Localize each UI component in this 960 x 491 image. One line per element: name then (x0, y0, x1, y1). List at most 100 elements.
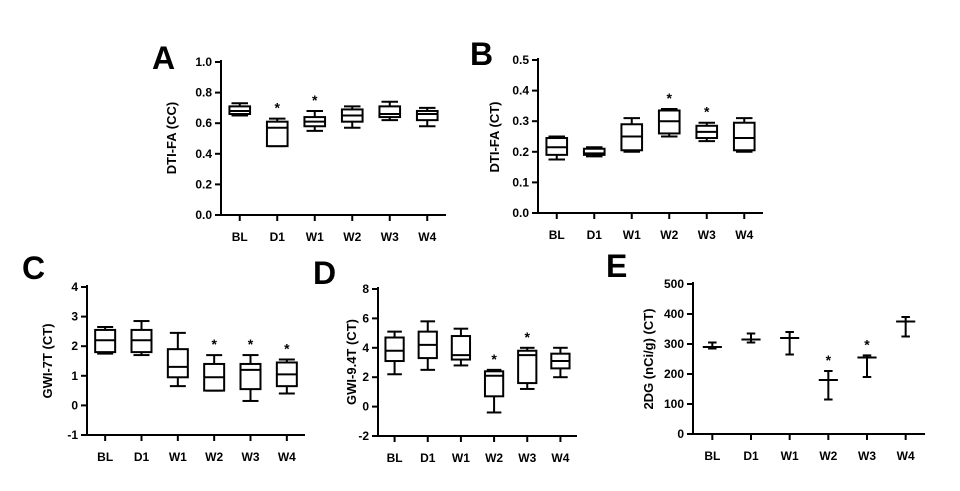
y-tick-label: 100 (664, 397, 684, 411)
y-tick-label: 0.6 (195, 116, 212, 130)
box-w4 (415, 106, 439, 128)
y-tick-label: 0 (71, 398, 78, 412)
box-iqr (384, 336, 405, 363)
box-bl (384, 330, 405, 376)
box-w2: * (657, 90, 681, 138)
errorbar-w4 (896, 316, 916, 338)
significance-star: * (525, 329, 531, 345)
y-tick-label: 0.5 (512, 53, 529, 67)
box-bl (228, 102, 252, 117)
chart-panel-b: 0.0 0.1 0.2 0.3 0.4 0.5 BL D1 W1 W2 W3 W4 DTI-FA (CT… (487, 53, 763, 242)
x-tick-label: W3 (698, 228, 716, 242)
significance-star: * (667, 90, 673, 106)
chart-panel-e: 0 100 200 300 400 500 BL D1 W1 W2 W3 W4 2DG (nCi/g) … (641, 277, 925, 463)
significance-star: * (864, 336, 870, 352)
x-tick-label: W2 (660, 228, 678, 242)
x-tick-label: BL (704, 449, 720, 463)
y-tick-label: 3 (71, 310, 78, 324)
x-tick-label: W1 (781, 449, 799, 463)
y-tick-label: 0.2 (512, 145, 529, 159)
x-tick-label: D1 (134, 450, 150, 464)
box-w4: * (275, 341, 298, 395)
y-axis-title: 2DG (nCi/g) (CT) (641, 308, 656, 409)
y-tick-label: 0.1 (512, 175, 529, 189)
significance-star: * (275, 100, 281, 116)
y-axis-title: GWI-7T (CT) (40, 323, 55, 398)
box-iqr (732, 121, 756, 152)
y-tick-label: 4 (71, 280, 78, 294)
significance-star: * (211, 336, 217, 352)
box-iqr (450, 335, 472, 361)
significance-star: * (704, 104, 710, 120)
y-tick-label: 0 (362, 400, 369, 414)
panel-label-b: B (470, 36, 494, 72)
y-tick-label: -2 (358, 429, 369, 443)
box-w3: * (517, 329, 538, 390)
box-bl (545, 135, 569, 161)
y-tick-label: 0.3 (512, 114, 529, 128)
x-tick-label: W1 (623, 228, 641, 242)
x-tick-label: W2 (205, 450, 223, 464)
y-tick-label: 300 (664, 337, 684, 351)
errorbar-w2: * (818, 352, 838, 401)
box-iqr (483, 370, 505, 398)
y-tick-label: 1 (71, 369, 78, 383)
y-axis-title: DTI-FA (CC) (164, 102, 179, 174)
y-axis-title: DTI-FA (CT) (487, 102, 502, 173)
x-tick-label: W4 (551, 451, 569, 465)
y-tick-label: 500 (664, 277, 684, 291)
significance-star: * (826, 352, 832, 368)
x-tick-label: D1 (587, 228, 603, 242)
box-d1 (130, 320, 153, 357)
x-tick-label: W4 (897, 449, 915, 463)
panel-label-e: E (606, 248, 628, 284)
chart-panel-d: -2 0 2 4 6 8 BL D1 W1 W2 W3 W4 GWI-9.4T (CT) * * (344, 282, 577, 465)
panel-label-c: C (22, 250, 46, 286)
panel-label-d: D (313, 255, 337, 291)
x-tick-label: W3 (518, 451, 536, 465)
y-tick-label: -1 (67, 428, 78, 442)
y-tick-label: 400 (664, 307, 684, 321)
box-iqr (415, 109, 439, 122)
box-bl (94, 325, 117, 355)
box-iqr (582, 147, 606, 156)
x-tick-label: W2 (343, 230, 361, 244)
y-tick-label: 0 (677, 427, 684, 441)
x-tick-label: W4 (735, 228, 753, 242)
errorbar-w1 (780, 331, 800, 356)
y-tick-label: 0.8 (195, 86, 212, 100)
y-tick-label: 200 (664, 367, 684, 381)
significance-star: * (312, 92, 318, 108)
x-tick-label: W3 (858, 449, 876, 463)
y-tick-label: 6 (362, 311, 369, 325)
errorbar-bl (702, 341, 722, 350)
y-tick-label: 0.2 (195, 177, 212, 191)
y-tick-label: 0.4 (195, 147, 212, 161)
y-tick-label: 2 (362, 370, 369, 384)
y-tick-label: 1.0 (195, 55, 212, 69)
y-tick-label: 2 (71, 339, 78, 353)
box-w2: * (203, 336, 226, 392)
x-tick-label: W3 (381, 230, 399, 244)
y-tick-label: 0.4 (512, 84, 529, 98)
box-iqr (166, 348, 189, 379)
box-w1 (450, 327, 472, 367)
x-tick-label: BL (387, 451, 403, 465)
x-tick-label: W2 (819, 449, 837, 463)
x-tick-label: W1 (306, 230, 324, 244)
panel-label-a: A (152, 40, 176, 76)
x-tick-label: W3 (242, 450, 260, 464)
box-iqr (239, 362, 262, 391)
x-tick-label: W1 (169, 450, 187, 464)
box-w1 (166, 331, 189, 388)
box-w1 (620, 117, 644, 153)
box-w2: * (483, 351, 505, 414)
x-tick-label: W1 (452, 451, 470, 465)
significance-star: * (284, 341, 290, 357)
chart-panel-a: 0.0 0.2 0.4 0.6 0.8 1.0 BL D1 W1 W2 W3 W4 DTI-FA (CC… (164, 55, 446, 244)
box-w3: * (695, 104, 719, 143)
x-tick-label: BL (549, 228, 565, 242)
errorbar-d1 (741, 332, 761, 344)
box-d1 (582, 146, 606, 158)
